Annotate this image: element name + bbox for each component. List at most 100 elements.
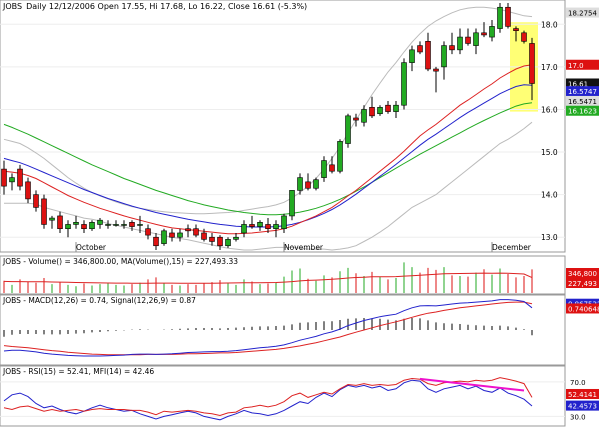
candle-body	[274, 224, 279, 228]
candle-body	[338, 141, 343, 171]
candle	[402, 58, 407, 109]
candle-body	[322, 161, 327, 178]
candle-body	[282, 216, 287, 229]
candle-body	[394, 105, 399, 111]
volume-ma-badge: 227,493	[566, 278, 599, 288]
price-tick-label: 16.0	[541, 105, 558, 114]
candle-body	[346, 116, 351, 144]
signal-badge: 0.740648	[566, 303, 600, 313]
candle-body	[106, 224, 111, 225]
price-badge-text: 17.0	[568, 62, 584, 70]
candle-body	[522, 33, 527, 42]
candle-body	[306, 182, 311, 188]
rsi-badge: 52.4141	[566, 389, 599, 399]
volume-title: JOBS - Volume() = 346,800.00, MA(Volume(…	[2, 257, 238, 266]
candle-body	[354, 118, 359, 120]
candle-body	[130, 222, 135, 226]
candle-body	[234, 237, 239, 239]
candle-body	[162, 231, 167, 244]
candle-body	[426, 41, 431, 69]
volume-badges: 346,800 227,493	[566, 268, 599, 288]
candle	[522, 31, 527, 44]
candle-body	[58, 216, 63, 229]
candle-body	[194, 229, 199, 235]
price-badge: 16.5471	[566, 96, 599, 106]
date-tick-label: October	[76, 243, 107, 252]
date-tick-label: December	[492, 243, 532, 252]
candle-body	[474, 33, 479, 46]
candle-body	[266, 224, 271, 228]
mfi-badge-text: 42.4573	[568, 403, 597, 411]
price-badge: 16.1623	[566, 106, 599, 116]
macd-title: JOBS - MACD(12,26) = 0.74, Signal(12,26,…	[2, 296, 196, 305]
candle-body	[42, 199, 47, 225]
candle-body	[2, 169, 7, 186]
price-tick-label: 18.0	[541, 20, 558, 29]
price-tick-label: 13.0	[541, 233, 558, 242]
volume-ma-badge-text: 227,493	[568, 280, 597, 288]
ohlc-info: Daily 12/12/2006 Open 17.55, Hi 17.68, L…	[26, 2, 307, 11]
macd-panel: 0.8675320.740648 JOBS - MACD(12,26) = 0.…	[0, 295, 600, 365]
candle-body	[122, 224, 127, 225]
candle-body	[242, 224, 247, 233]
candle-body	[258, 222, 263, 226]
price-badge-text: 18.2754	[568, 10, 597, 18]
volume-badge-text: 346,800	[568, 270, 597, 278]
candle-body	[90, 222, 95, 228]
candle	[346, 114, 351, 148]
candle-body	[18, 169, 23, 186]
candle-body	[498, 7, 503, 28]
candle-body	[458, 37, 463, 50]
candle-body	[378, 107, 383, 113]
price-tick-label: 14.0	[541, 191, 558, 200]
candle-body	[138, 224, 143, 225]
price-tick-label: 17.0	[541, 63, 558, 72]
volume-badge: 346,800	[566, 268, 599, 278]
symbol-label: JOBS	[2, 2, 22, 11]
candle-body	[314, 180, 319, 189]
candle	[290, 190, 295, 220]
candle-body	[290, 190, 295, 216]
signal-badge-text: 0.740648	[568, 305, 600, 313]
rsi-tick-label: 30.0	[570, 413, 586, 421]
candle-body	[418, 46, 423, 52]
candle-body	[218, 237, 223, 246]
price-badge: 18.2754	[566, 8, 599, 18]
candle-body	[26, 182, 31, 199]
price-panel: 18.017.016.015.014.013.0 October November…	[0, 0, 599, 252]
candle-body	[146, 229, 151, 235]
candle-body	[490, 26, 495, 37]
volume-panel: 346,800 227,493 JOBS - Volume() = 346,800…	[0, 256, 599, 294]
candle-body	[370, 107, 375, 116]
candle-body	[506, 7, 511, 26]
candle-body	[10, 178, 15, 182]
candle	[42, 195, 47, 229]
candle	[338, 139, 343, 173]
candle	[314, 178, 319, 191]
candle-body	[34, 195, 39, 208]
candle-body	[402, 63, 407, 106]
candle-body	[434, 69, 439, 71]
candle-body	[386, 105, 391, 111]
candle-body	[98, 220, 103, 224]
rsi-title: JOBS - RSI(15) = 52.41, MFI(14) = 42.46	[2, 367, 154, 376]
rsi-tick-label: 70.0	[570, 379, 586, 387]
price-badge-text: 16.5747	[568, 88, 597, 96]
candle-body	[202, 233, 207, 239]
rsi-badge-text: 52.4141	[568, 391, 597, 399]
mfi-badge: 42.4573	[566, 401, 599, 411]
candle-body	[362, 109, 367, 122]
candle-body	[450, 46, 455, 50]
date-tick-label: November	[284, 243, 324, 252]
candle-body	[530, 43, 535, 83]
price-badge: 16.5747	[566, 86, 599, 96]
candle-body	[186, 229, 191, 231]
price-badge-text: 16.1623	[568, 108, 597, 116]
price-badge: 17.0	[566, 60, 599, 70]
candle-body	[114, 224, 119, 225]
candle-body	[298, 178, 303, 191]
price-badge-text: 16.5471	[568, 98, 597, 106]
candle-body	[250, 224, 255, 226]
